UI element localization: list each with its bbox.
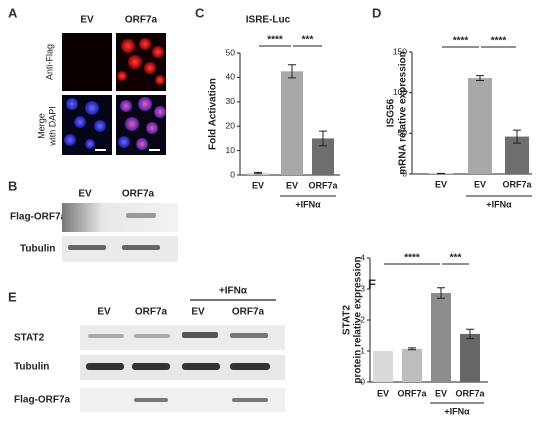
error-bar (466, 328, 474, 340)
row-label: Merge (36, 113, 46, 139)
bar (402, 348, 422, 382)
column-label: EV (78, 189, 92, 200)
panel-letter: A (8, 5, 18, 20)
column-label: ORF7a (232, 307, 265, 318)
group-label: +IFNα (444, 406, 470, 416)
y-tick-label: 30 (226, 96, 236, 106)
column-label: EV (191, 307, 205, 318)
y-tick-label: 0 (230, 169, 235, 179)
panel-letter: F (368, 276, 376, 291)
y-axis-label: protein relative expression (353, 256, 364, 383)
error-bar (513, 129, 521, 144)
y-tick-label: 1 (360, 345, 365, 355)
error-bar (408, 347, 416, 351)
y-tick-label: 0 (402, 168, 407, 178)
x-tick-label: EV (286, 180, 298, 190)
y-tick-label: 40 (226, 72, 236, 82)
row-label: STAT2 (14, 333, 45, 344)
row-label: Flag-ORF7a (10, 212, 67, 223)
x-tick-label: EV (474, 179, 486, 189)
y-tick-label: 50 (226, 47, 236, 57)
panel-letter: B (8, 178, 17, 193)
panel-letter: D (372, 5, 381, 20)
panel-letter: C (195, 5, 205, 20)
column-label: ORF7a (125, 15, 158, 26)
micrograph (62, 33, 166, 155)
error-bar (254, 171, 262, 175)
column-label: EV (80, 15, 94, 26)
row-label: Anti-Flag (44, 44, 54, 80)
x-tick-label: EV (252, 180, 264, 190)
row-label: with DAPI (47, 106, 57, 147)
bar (281, 71, 303, 175)
x-tick-label: ORF7a (397, 388, 427, 398)
group-label: +IFNα (219, 286, 248, 297)
significance-label: **** (404, 253, 420, 264)
x-tick-label: EV (377, 388, 389, 398)
y-tick-label: 100 (393, 87, 407, 97)
chart-title: ISRE-Luc (246, 15, 291, 26)
bar (431, 293, 451, 382)
y-axis-label: ISG56 (386, 98, 397, 127)
y-tick-label: 2 (360, 314, 365, 324)
y-axis-label: Fold Activation (208, 78, 219, 150)
row-label: Flag-ORF7a (14, 395, 71, 406)
x-tick-label: ORF7a (455, 388, 485, 398)
y-tick-label: 50 (398, 128, 408, 138)
error-bar (437, 287, 445, 299)
bar (460, 333, 480, 382)
significance-label: **** (453, 36, 469, 47)
x-tick-label: ORF7a (502, 179, 532, 189)
row-label: Tubulin (20, 244, 55, 255)
x-tick-label: EV (435, 179, 447, 189)
group-label: +IFNα (295, 199, 321, 209)
significance-label: *** (450, 253, 462, 264)
y-tick-label: 20 (226, 120, 236, 130)
error-bar (288, 64, 296, 79)
y-tick-label: 4 (360, 252, 365, 262)
y-tick-label: 150 (393, 46, 407, 56)
row-label: Tubulin (14, 362, 49, 373)
x-tick-label: EV (435, 388, 447, 398)
y-tick-label: 10 (226, 145, 236, 155)
column-label: ORF7a (135, 307, 168, 318)
western-blot (80, 325, 285, 412)
significance-label: **** (491, 36, 507, 47)
y-tick-label: 3 (360, 283, 365, 293)
y-tick-label: 0 (360, 376, 365, 386)
bar (373, 351, 393, 382)
column-label: ORF7a (122, 189, 155, 200)
panel-letter: E (8, 289, 17, 304)
column-label: EV (97, 307, 111, 318)
x-tick-label: ORF7a (308, 180, 338, 190)
significance-label: **** (267, 35, 283, 46)
bar (312, 138, 334, 175)
group-label: +IFNα (486, 199, 512, 209)
western-blot (62, 203, 178, 262)
error-bar (319, 130, 327, 147)
y-axis-label: STAT2 (342, 304, 353, 335)
y-axis-label: mRNA relative expression (398, 51, 409, 175)
bar (468, 78, 492, 174)
error-bar (476, 75, 484, 81)
significance-label: *** (302, 35, 314, 46)
